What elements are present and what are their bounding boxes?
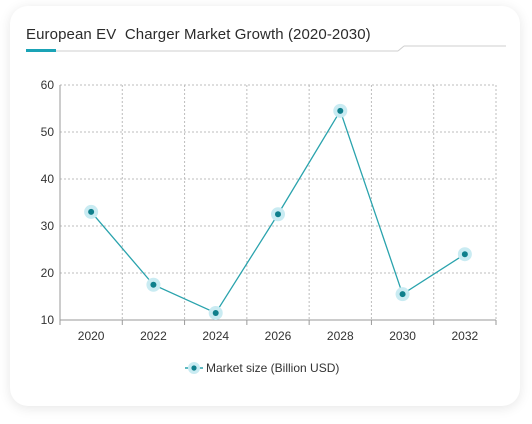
legend-marker — [191, 365, 197, 371]
y-tick-label: 60 — [41, 78, 55, 92]
y-tick-label: 10 — [41, 313, 55, 327]
y-tick-labels: 10 20 30 40 50 60 — [41, 78, 55, 327]
y-tick-label: 50 — [41, 125, 55, 139]
legend[interactable]: Market size (Billion USD) — [185, 361, 339, 375]
x-tick-label: 2030 — [389, 329, 416, 343]
data-point[interactable] — [461, 251, 468, 258]
y-tick-label: 20 — [41, 266, 55, 280]
grid — [60, 84, 497, 321]
x-tick-label: 2024 — [202, 329, 229, 343]
chart-title: European EV Charger Market Growth (2020-… — [26, 26, 371, 43]
title-underline-tail — [397, 45, 405, 52]
y-tick-label: 30 — [41, 219, 55, 233]
x-tick-labels: 2020 2022 2024 2026 2028 2030 2032 — [78, 329, 479, 343]
x-tick-label: 2028 — [327, 329, 354, 343]
legend-label: Market size (Billion USD) — [206, 361, 339, 375]
title-accent-bar — [26, 49, 56, 52]
data-point[interactable] — [337, 107, 344, 114]
x-tick-label: 2032 — [452, 329, 479, 343]
axes — [59, 85, 497, 325]
x-tick-label: 2020 — [78, 329, 105, 343]
series-market-size — [84, 103, 472, 320]
data-point[interactable] — [399, 291, 406, 298]
data-point[interactable] — [212, 309, 219, 316]
y-tick-label: 40 — [41, 172, 55, 186]
chart-card — [10, 6, 520, 406]
data-point[interactable] — [88, 208, 95, 215]
x-tick-label: 2026 — [265, 329, 292, 343]
data-point[interactable] — [150, 281, 157, 288]
data-point[interactable] — [275, 211, 281, 218]
x-tick-label: 2022 — [140, 329, 167, 343]
